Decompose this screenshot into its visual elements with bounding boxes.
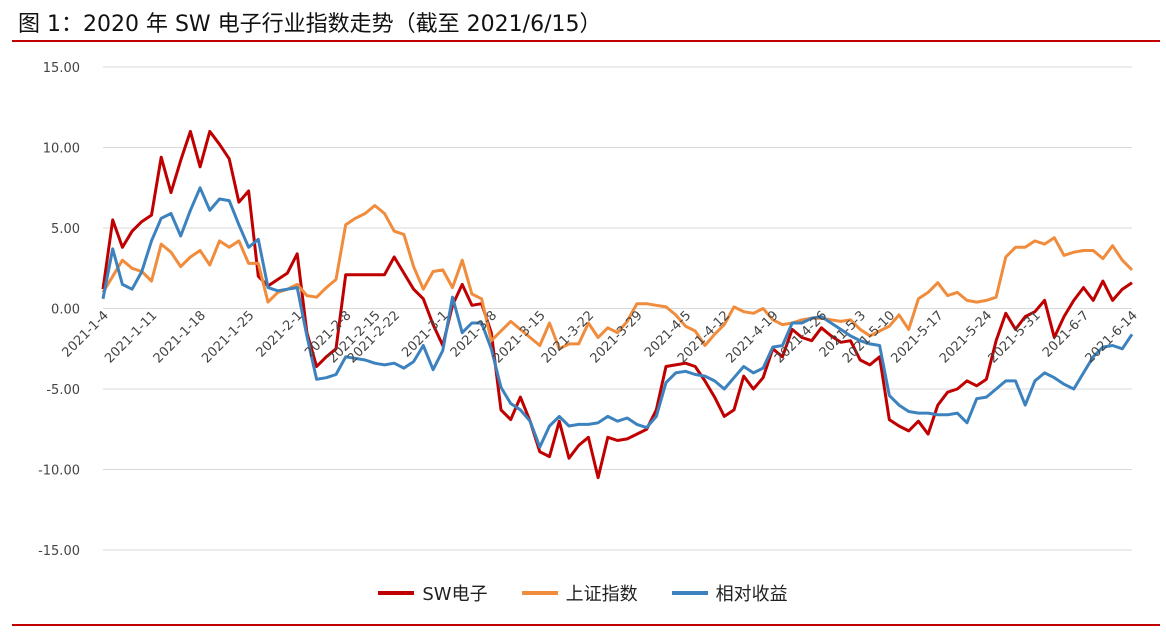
y-tick-label: 15.00 [43,61,80,76]
legend-item-rel: 相对收益 [671,580,788,606]
legend-label-sh: 上证指数 [565,584,638,605]
legend-swatch-sw [378,591,415,595]
x-tick-label: 2021-4-26 [772,308,830,366]
series-line-0 [101,129,1133,480]
legend-item-sw: SW电子 [378,580,488,606]
y-tick-label: -5.00 [46,383,80,398]
y-tick-label: -10.00 [38,464,80,479]
series-lines [101,129,1134,480]
grid-lines [103,66,1132,551]
y-tick-label: 0.00 [51,303,80,318]
x-tick-label: 2021-2-1 [254,308,306,360]
legend-swatch-sh [521,591,558,595]
bottom-rule [12,624,1160,626]
x-tick-label: 2021-5-31 [986,308,1044,366]
y-tick-label: 5.00 [51,222,80,237]
x-tick-label: 2021-1-25 [199,308,257,366]
figure-title: 图 1：2020 年 SW 电子行业指数走势（截至 2021/6/15） [18,12,602,37]
legend: SW电子 上证指数 相对收益 [0,580,1166,606]
series-line-2 [101,186,1134,449]
x-tick-label: 2021-6-14 [1083,308,1141,366]
legend-label-rel: 相对收益 [715,584,788,605]
legend-item-sh: 上证指数 [521,580,638,606]
y-tick-label: 10.00 [43,142,80,157]
top-rule [12,40,1160,42]
legend-swatch-rel [671,591,708,595]
legend-label-sw: SW电子 [422,584,488,605]
y-tick-label: -15.00 [38,544,80,559]
y-axis-ticks: 15.00 10.00 5.00 0.00 -5.00 -10.00 -15.00 [38,61,80,559]
series-line-1 [101,204,1134,351]
